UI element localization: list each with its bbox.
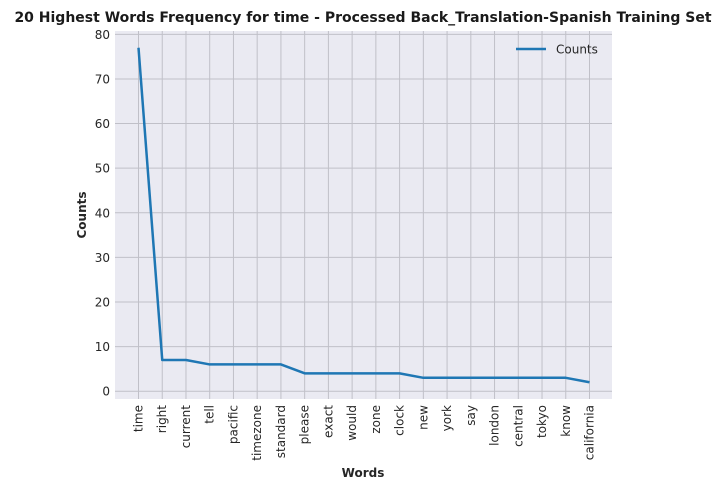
x-tick-label: clock (393, 405, 407, 436)
x-tick-label: exact (321, 405, 335, 438)
series-line (137, 47, 590, 384)
y-tick-label: 10 (95, 340, 110, 354)
y-tick-label: 0 (102, 385, 110, 399)
x-tick-label: say (464, 405, 478, 426)
x-tick-label: would (345, 405, 359, 441)
x-tick-label: zone (369, 405, 383, 434)
x-tick-label: know (559, 405, 573, 437)
x-tick-label: new (416, 405, 430, 430)
x-tick-label: tokyo (535, 405, 549, 438)
y-tick-label: 50 (95, 162, 110, 176)
chart-title: 20 Highest Words Frequency for time - Pr… (14, 10, 711, 26)
y-tick-label: 70 (95, 72, 110, 86)
x-tick-label: london (488, 405, 502, 446)
x-tick-label: standard (274, 405, 288, 458)
x-tick-label: right (155, 405, 169, 433)
y-tick-label: 80 (95, 28, 110, 42)
series-layer (137, 47, 590, 384)
x-tick-labels: time right current tell pacific timezone stand… (132, 405, 597, 461)
grid-lines (115, 31, 612, 399)
x-tick-label: current (179, 405, 193, 449)
x-tick-label: timezone (250, 405, 264, 461)
x-tick-label: pacific (226, 405, 240, 444)
x-tick-label: york (440, 405, 454, 431)
y-tick-label: 60 (95, 117, 110, 131)
plot-area (115, 31, 612, 399)
y-tick-label: 30 (95, 251, 110, 265)
x-tick-label: please (298, 405, 312, 444)
legend: Counts (516, 43, 598, 57)
x-tick-label: central (511, 405, 525, 447)
y-tick-labels: 0 10 20 30 40 50 60 70 80 (95, 28, 110, 399)
legend-label: Counts (556, 43, 598, 57)
x-tick-label: time (132, 405, 146, 432)
y-tick-label: 20 (95, 295, 110, 309)
x-tick-label: california (583, 405, 597, 460)
y-axis-title: Counts (75, 191, 89, 238)
x-axis-title: Words (342, 466, 385, 480)
y-tick-label: 40 (95, 206, 110, 220)
x-tick-label: tell (203, 405, 217, 424)
